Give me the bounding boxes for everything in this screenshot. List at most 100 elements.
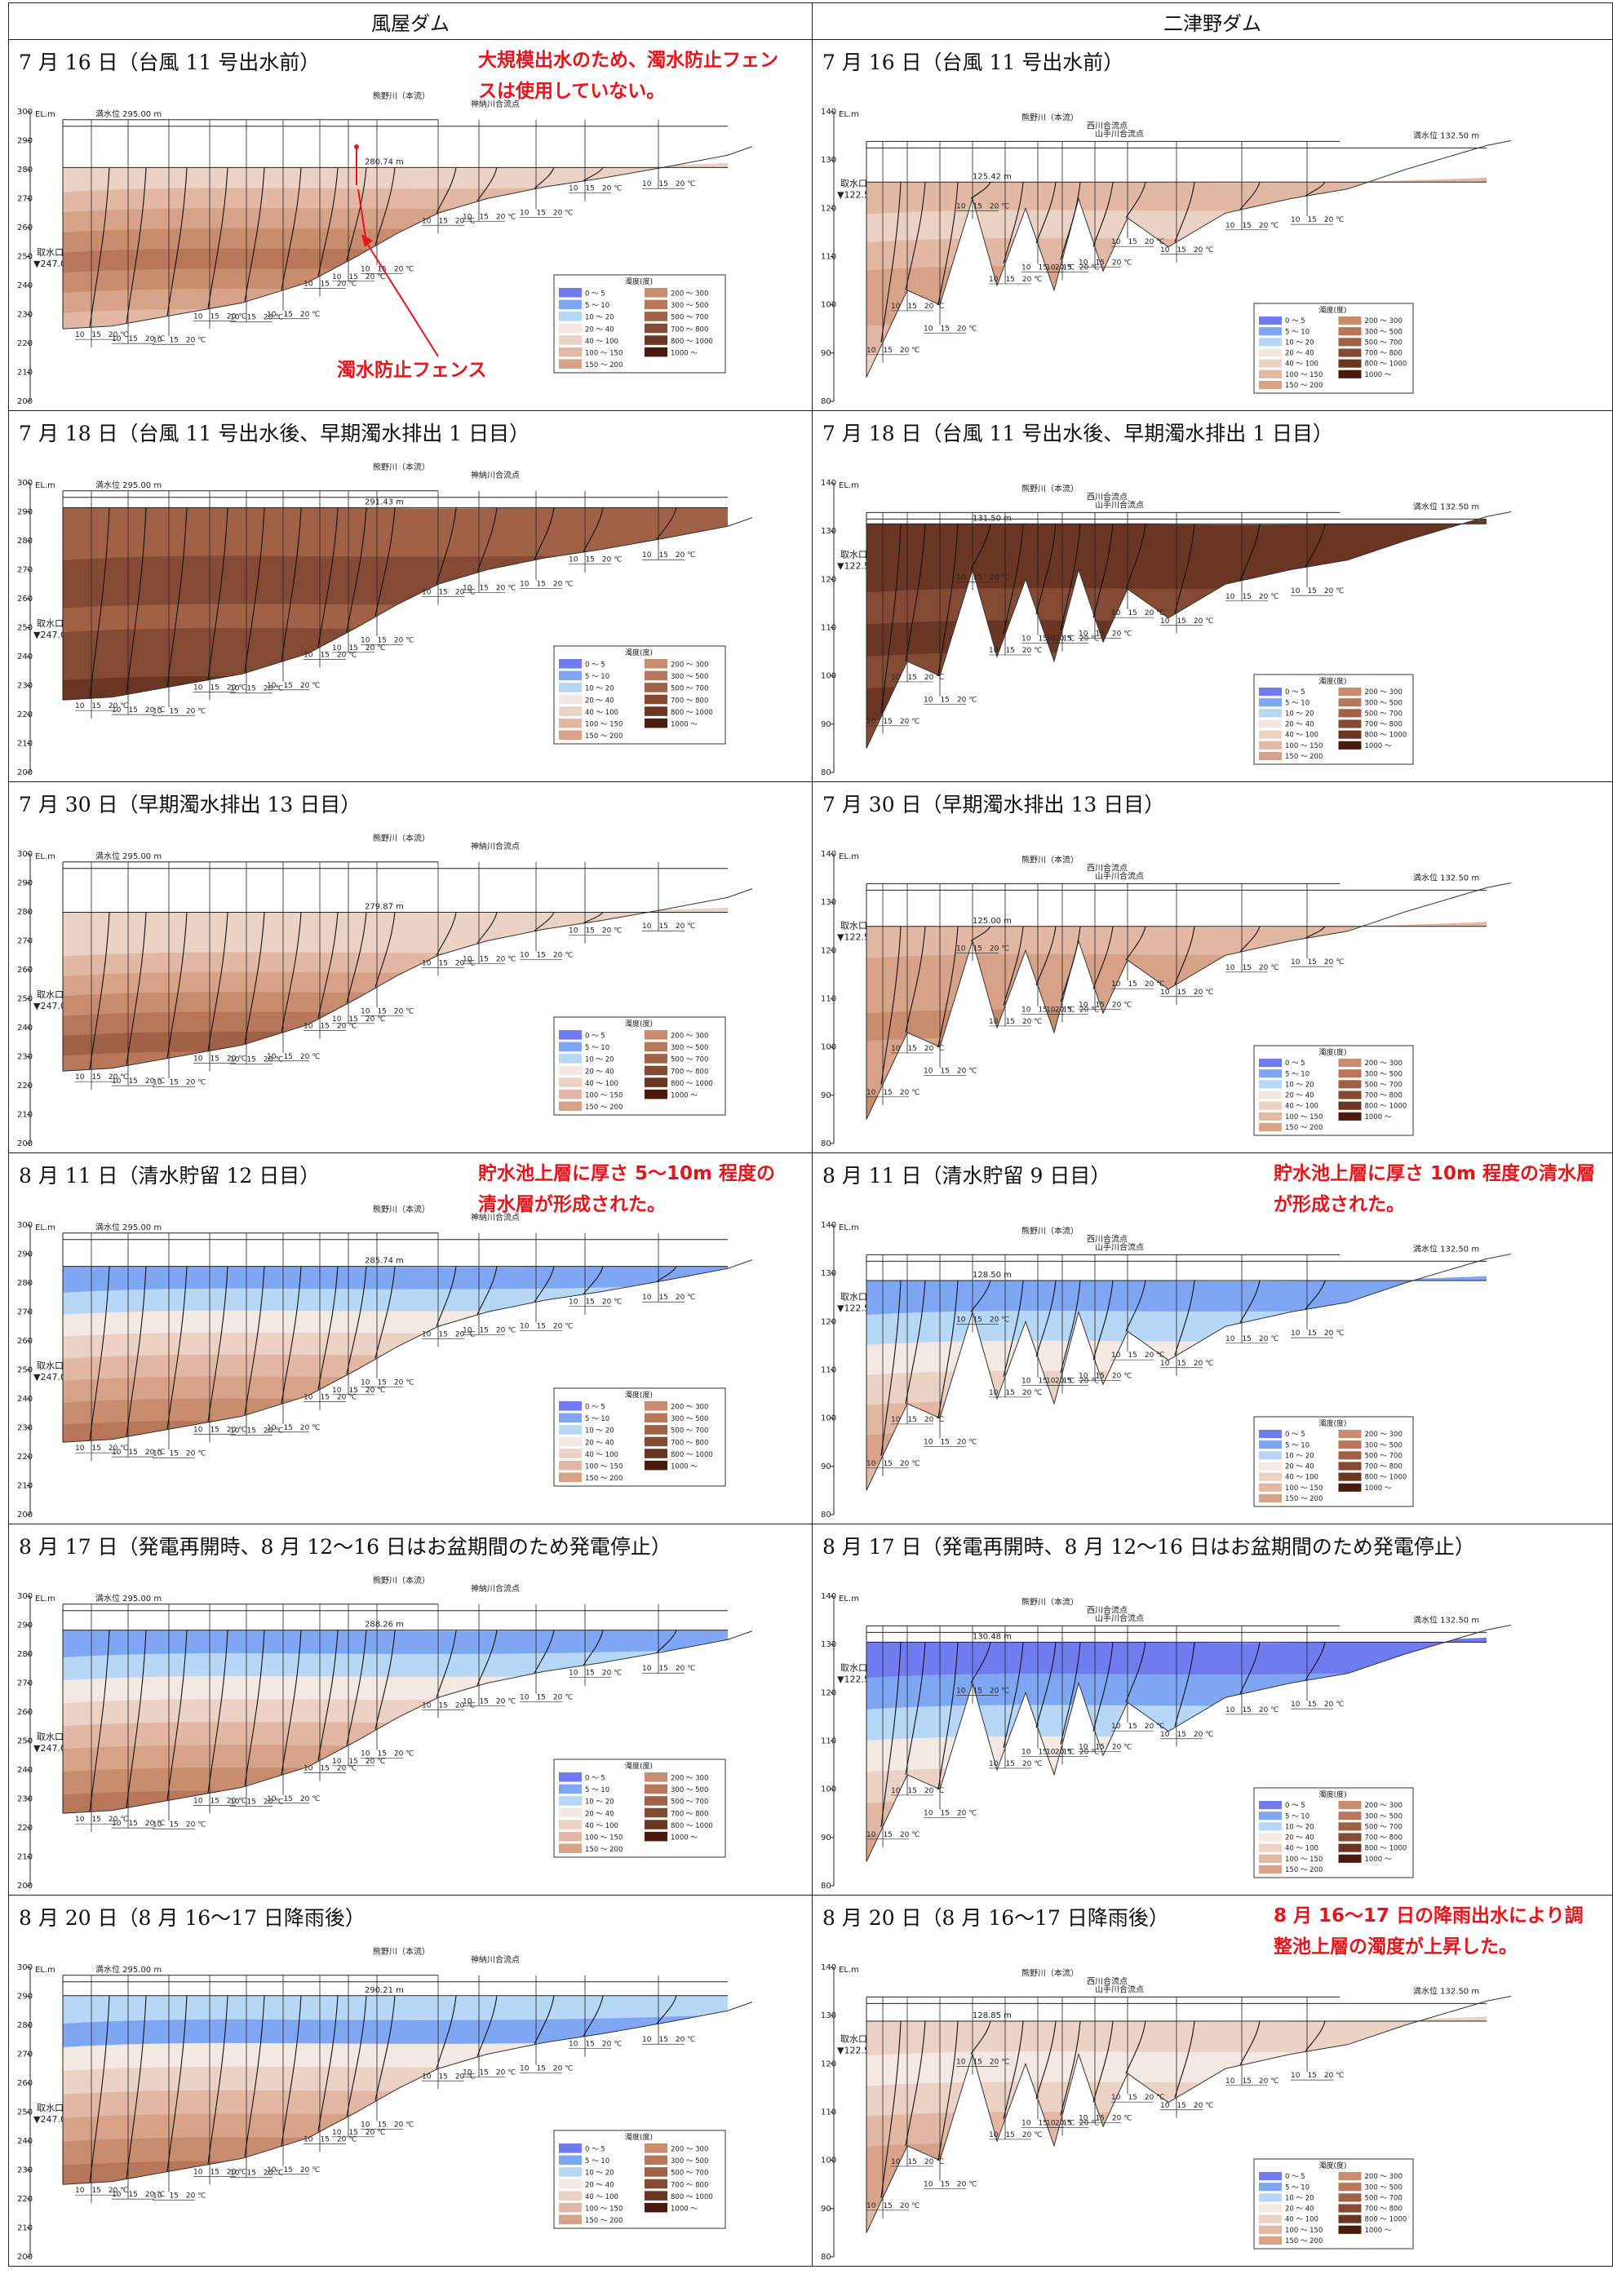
- y-tick-label: 210: [17, 1482, 33, 1491]
- y-tick-label: 280: [17, 1650, 33, 1659]
- legend-label: 0 〜 5: [1285, 688, 1305, 697]
- legend-label: 300 〜 500: [671, 302, 708, 310]
- temperature-profile: [970, 1280, 991, 1312]
- intake-label: 取水口: [840, 1292, 867, 1303]
- temperature-profile: [317, 912, 339, 1019]
- temperature-scale-label: 10 15 20 ℃: [866, 347, 919, 355]
- legend-label: 500 〜 700: [671, 1798, 708, 1807]
- legend-frame: [553, 645, 726, 745]
- legend-swatch: [645, 2155, 667, 2165]
- legend-swatch: [559, 2167, 582, 2177]
- temperature-profile: [317, 167, 339, 276]
- temperature-scale-label: 10 15 20 ℃: [1046, 263, 1099, 272]
- legend-swatch: [1258, 380, 1282, 389]
- river-label: 熊野川（本流）: [1021, 1596, 1079, 1607]
- legend-label: 150 〜 200: [585, 1104, 623, 1112]
- red-annotation: 貯水池上層に厚さ 5〜10m 程度の清水層が形成された。: [478, 1163, 775, 1215]
- legend-swatch: [645, 1796, 667, 1806]
- temperature-profile: [346, 912, 367, 1003]
- legend-swatch: [1338, 741, 1362, 750]
- y-tick-label: 100: [821, 672, 836, 681]
- fence-arrow-upper: [357, 188, 367, 243]
- temperature-scale-label: 10 15 20 ℃: [112, 1077, 165, 1086]
- legend-label: 40 〜 100: [1285, 732, 1318, 740]
- reservoir-bed-line: [62, 2002, 753, 2185]
- temperature-profile: [207, 1266, 228, 1422]
- temperature-profile: [905, 182, 926, 291]
- temperature-scale-label: 10 15 20 ℃: [1021, 1006, 1075, 1014]
- legend-swatch: [645, 299, 667, 310]
- legend-label: 500 〜 700: [1364, 710, 1402, 718]
- temperature-profile: [317, 1995, 339, 2132]
- legend-label: 1000 〜: [671, 720, 698, 728]
- temperature-profile: [476, 507, 498, 573]
- temperature-scale-label: 10 15 20 ℃: [866, 1831, 919, 1839]
- y-tick-label: 90: [821, 2205, 831, 2214]
- temperature-scale-label: 10 15 20 ℃: [924, 2181, 977, 2189]
- temperature-profile: [1305, 1280, 1326, 1310]
- legend-label: 20 〜 40: [585, 1068, 614, 1076]
- temperature-profile: [374, 507, 396, 617]
- elevation-unit-label: EL.m: [35, 1595, 55, 1604]
- legend-label: 5 〜 10: [585, 1044, 609, 1052]
- legend-label: 20 〜 40: [1285, 1834, 1314, 1843]
- elevation-unit-label: EL.m: [839, 1595, 859, 1604]
- legend-title: 濁度(度): [625, 1761, 653, 1771]
- intake-label: 取水口: [840, 921, 867, 931]
- temperature-scale-label: 10 15 20 ℃: [1111, 980, 1164, 989]
- futsuno-cell: 8 月 11 日（清水貯留 9 日目） 80 90 100 110 120 130 140 EL…: [811, 1152, 1613, 1524]
- y-tick-label: 240: [17, 653, 33, 661]
- temperature-scale-label: 10 15 20 ℃: [1021, 635, 1075, 643]
- legend-label: 5 〜 10: [1285, 1812, 1309, 1820]
- legend-label: 0 〜 5: [585, 290, 605, 299]
- legend-label: 700 〜 800: [671, 325, 708, 334]
- temperature-scale-label: 10 15 20 ℃: [112, 1820, 165, 1828]
- river-label: 熊野川（本流）: [373, 833, 430, 843]
- temperature-scale-label: 10 15 20 ℃: [332, 1758, 385, 1766]
- full-level-label: 満水位 295.00 m: [95, 1964, 162, 1975]
- legend-swatch: [645, 1784, 667, 1794]
- y-tick-label: 270: [17, 1308, 33, 1317]
- legend-swatch: [559, 1820, 582, 1829]
- y-tick-label: 130: [821, 2011, 836, 2020]
- legend-swatch: [1338, 1059, 1362, 1068]
- intake-label: 取水口: [840, 550, 867, 560]
- date-caption: 8 月 11 日（清水貯留 12 日目）: [19, 1164, 321, 1188]
- legend-swatch: [645, 670, 667, 681]
- legend-swatch: [1258, 348, 1282, 357]
- temperature-profile: [126, 1630, 147, 1808]
- temperature-scale-label: 10 15 20 ℃: [642, 1294, 695, 1302]
- temperature-profile: [436, 1630, 457, 1698]
- full-level-label: 満水位 132.50 m: [1413, 130, 1479, 140]
- legend-label: 100 〜 150: [585, 720, 623, 728]
- legend-swatch: [1258, 1865, 1282, 1874]
- legend-label: 5 〜 10: [1285, 1441, 1309, 1449]
- temperature-scale-label: 10 15 20 ℃: [520, 1322, 573, 1330]
- legend-title: 濁度(度): [625, 1019, 653, 1029]
- temperature-profile: [346, 1630, 367, 1745]
- legend-swatch: [1338, 1801, 1362, 1810]
- y-tick-label: 260: [17, 595, 33, 604]
- legend-swatch: [559, 694, 582, 705]
- temperature-scale-label: 10 15 20 ℃: [989, 1760, 1042, 1768]
- water-level-label: 128.85 m: [973, 2011, 1012, 2020]
- temperature-profile: [534, 507, 555, 560]
- temperature-scale-label: 10 15 20 ℃: [422, 2073, 475, 2081]
- temperature-profile: [476, 167, 498, 201]
- reservoir-bed-line: [866, 1996, 1512, 2233]
- legend-label: 150 〜 200: [585, 2217, 623, 2225]
- legend-label: 10 〜 20: [585, 685, 614, 693]
- figure-row: 7 月 16 日（台風 11 号出水前） 200 210 220 230 240 250 26…: [8, 39, 1613, 411]
- temperature-scale-label: 10 15 20 ℃: [1046, 1377, 1099, 1385]
- temperature-scale-label: 10 15 20 ℃: [112, 335, 165, 343]
- full-level-label: 満水位 295.00 m: [95, 108, 162, 119]
- turbidity-legend: 濁度(度) 0 〜 5 5 〜 10 10 〜 20 20 〜 40 40 〜 100 10…: [553, 274, 726, 374]
- legend-label: 100 〜 150: [585, 1091, 623, 1099]
- legend-label: 200 〜 300: [1364, 1060, 1402, 1068]
- temperature-profile: [1305, 2020, 1326, 2052]
- legend-label: 200 〜 300: [1364, 317, 1402, 325]
- legend-label: 20 〜 40: [1285, 1463, 1314, 1471]
- legend-swatch: [1338, 1090, 1362, 1099]
- temperature-scale-label: 10 15 20 ℃: [1021, 263, 1075, 272]
- legend-label: 300 〜 500: [671, 2157, 708, 2165]
